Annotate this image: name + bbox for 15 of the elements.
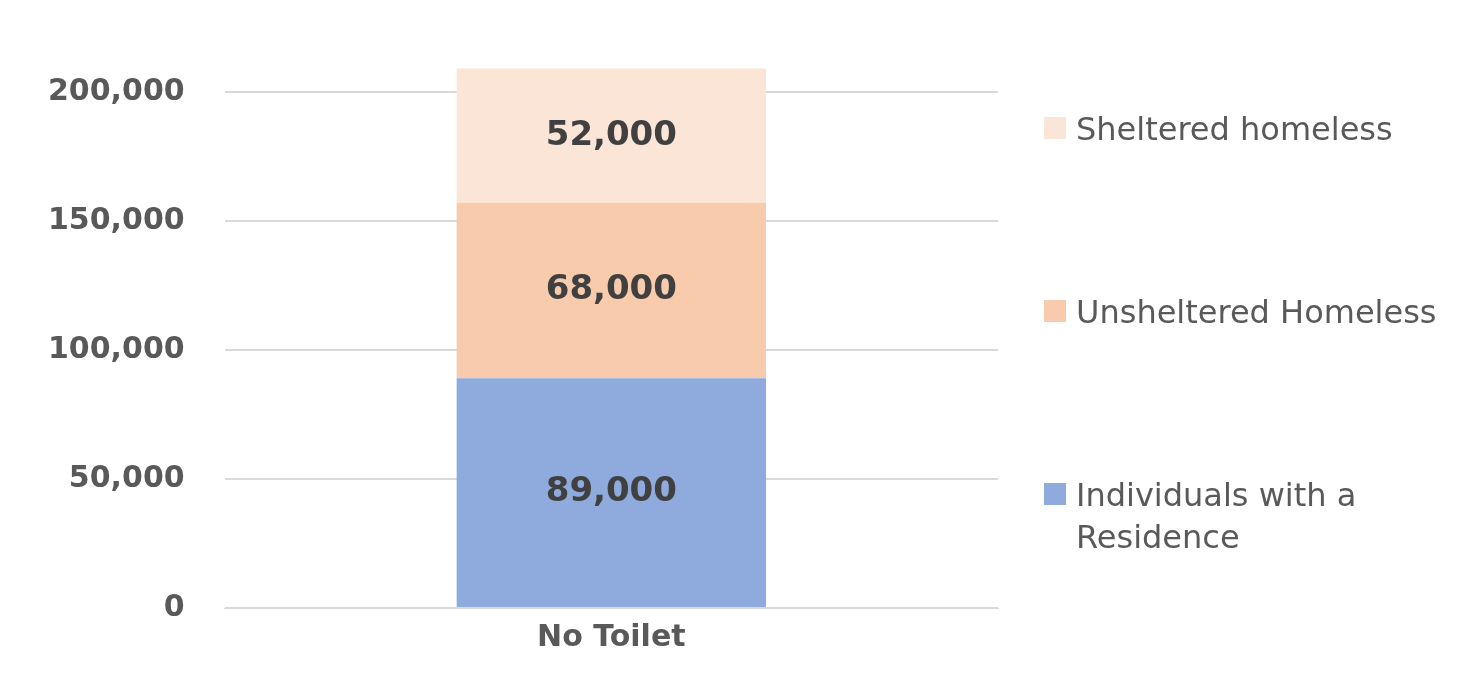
y-tick-label: 200,000 bbox=[48, 71, 185, 107]
bar bbox=[456, 68, 766, 203]
bar bbox=[456, 202, 766, 379]
legend-label: Sheltered homeless bbox=[1076, 109, 1393, 151]
y-tick-label: 0 bbox=[163, 587, 185, 623]
legend-label: Unsheltered Homeless bbox=[1076, 292, 1437, 333]
text: 89,000 bbox=[545, 469, 677, 510]
text: 52,000 bbox=[545, 112, 677, 153]
y-tick-label: 50,000 bbox=[68, 458, 185, 494]
y-tick-label: 100,000 bbox=[48, 329, 185, 365]
y-tick-label: 150,000 bbox=[48, 200, 185, 236]
bar bbox=[456, 378, 766, 607]
text: 68,000 bbox=[545, 267, 677, 308]
legend-label: Individuals with a Residence bbox=[1076, 474, 1358, 558]
x-tick-label: No Toilet bbox=[537, 617, 686, 653]
